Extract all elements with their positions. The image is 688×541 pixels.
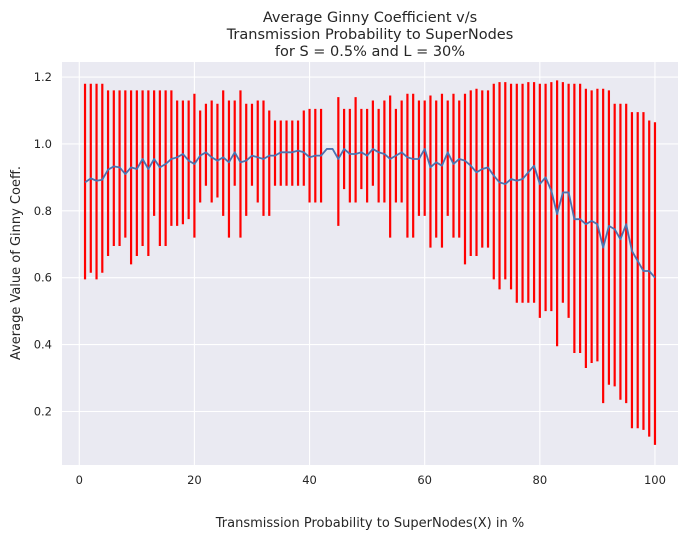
x-tick-label: 0 [76, 473, 83, 487]
x-tick-labels: 0 20 40 60 80 100 [76, 473, 666, 487]
series-line [84, 148, 656, 279]
y-axis-label: Average Value of Ginny Coeff. [9, 166, 24, 360]
x-tick-label: 80 [533, 473, 548, 487]
x-tick-label: 40 [302, 473, 317, 487]
error-bars [83, 80, 657, 445]
y-tick-label: 1.0 [34, 137, 52, 151]
x-tick-label: 60 [417, 473, 432, 487]
x-tick-label: 20 [187, 473, 202, 487]
chart-title-line-1: Average Ginny Coefficient v/s [263, 10, 477, 26]
chart-title-line-3: for S = 0.5% and L = 30% [275, 44, 465, 60]
y-tick-label: 0.6 [34, 271, 52, 285]
y-tick-labels: 0.2 0.4 0.6 0.8 1.0 1.2 [34, 70, 52, 418]
chart-title-line-2: Transmission Probability to SuperNodes [226, 27, 514, 43]
x-tick-label: 100 [644, 473, 666, 487]
y-tick-label: 0.8 [34, 204, 52, 218]
y-tick-label: 0.4 [34, 338, 52, 352]
y-tick-label: 0.2 [34, 404, 52, 418]
y-tick-label: 1.2 [34, 70, 52, 84]
x-axis-label: Transmission Probability to SuperNodes(X… [215, 516, 524, 531]
series-lines [84, 148, 656, 279]
